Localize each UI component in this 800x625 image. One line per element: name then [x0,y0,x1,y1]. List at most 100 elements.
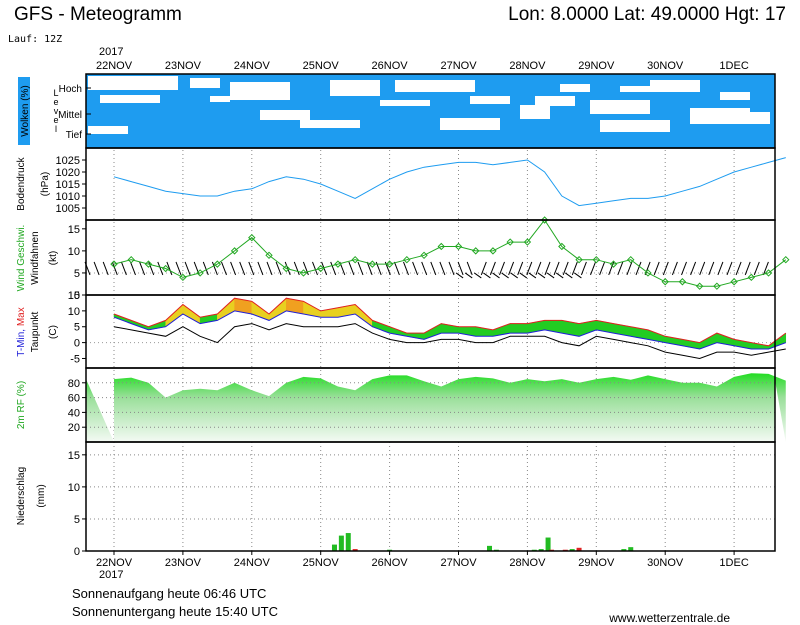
wind-barb [546,272,555,279]
wind-barb [653,261,660,276]
cloud-clear-patch [230,82,290,100]
wind-barb [735,261,742,276]
day-label-top: 22NOV [96,60,133,72]
wind-unit-label-text: (kt) [48,251,59,265]
wind-marker [351,255,359,264]
wind-barb [553,261,560,276]
wind-barb [517,261,524,276]
wind-barb [474,272,482,279]
wind-barb [483,272,491,279]
wind-barb [421,261,428,276]
precip-bar [569,549,575,551]
wind-barb [266,261,273,276]
cloud-level-tief: Tief [66,130,83,141]
precip-bar [538,549,544,551]
cloud-clear-patch [470,96,510,104]
wind-barb [193,261,200,276]
wind-tick-label: 5 [74,268,80,280]
wind-barb [366,261,373,276]
wind-barb [275,261,282,276]
wind-marker [782,255,790,264]
wind-barb [448,261,455,276]
cloud-clear-patch [740,112,770,124]
cloud-clear-patch [300,120,360,128]
precip-unit-label-text: (mm) [36,484,47,507]
wind-barb [139,261,146,276]
sunset-text: Sonnenuntergang heute 15:40 UTC [72,604,278,619]
pressure-tick-label: 1015 [56,179,80,191]
wind-barb [708,261,715,276]
day-label-top: 24NOV [234,60,271,72]
cloud-level-letter: l [55,124,57,134]
year-label-bottom: 2017 [99,569,123,581]
wind-barb [430,261,437,276]
wind-barb [157,261,164,276]
day-label-top: 29NOV [578,60,615,72]
precip-bar [628,547,634,551]
day-label-bottom: 28NOV [509,557,546,569]
cloud-level-letter: v [54,106,59,116]
cloud-clear-patch [88,126,128,134]
day-label-bottom: 23NOV [165,557,202,569]
wind-barb [211,261,218,276]
wind-marker [144,260,153,268]
precip-tick-label: 0 [74,546,80,558]
temp-max-line [113,297,787,347]
wind-marker [592,255,601,264]
wind-barb [699,261,706,276]
precip-panel-frame [85,441,776,552]
day-label-bottom: 26NOV [372,557,409,569]
wind-marker [316,264,325,273]
wind-barb [357,261,364,276]
temp-axis-label-text: T-Min, Max [16,307,27,356]
chart-title: GFS - Meteogramm [14,4,182,25]
wind-marker [489,247,497,255]
wind-barb [501,272,509,279]
wind-marker [764,269,773,277]
dewpoint-axis-label: Taupunkt [30,311,41,352]
wind-barb [681,261,687,276]
wind-marker [747,273,756,282]
temp-unit-label-text: (C) [48,325,59,339]
wind-tick-label: 0 [74,290,80,302]
day-label-bottom: 25NOV [303,557,340,569]
sunrise-text: Sonnenaufgang heute 06:46 UTC [72,586,266,601]
pressure-axis-label: Bodendruck [16,156,27,210]
wind-barb [348,261,355,276]
wind-barb [202,261,209,276]
cloud-clear-patch [600,120,670,132]
precip-bar [576,547,582,551]
clouds-axis-label: Wolken (%) [18,77,31,145]
wind-marker [472,247,480,255]
wind-barb [510,272,518,279]
wind-barb [239,261,246,276]
wind-barb [466,261,473,276]
humidity-axis-label-text: 2m RF (%) [16,381,27,429]
cloud-clear-patch [720,92,750,100]
precip-bar [338,535,344,551]
wind-barb [717,261,724,276]
cloud-level-letter: L [53,88,58,98]
wind-marker [127,255,135,264]
day-label-top: 23NOV [165,60,202,72]
day-label-top: 30NOV [647,60,684,72]
wind-barb [412,261,419,276]
pressure-tick-label: 1010 [56,191,80,203]
precip-unit-label: (mm) [36,484,47,507]
wind-barb [519,272,528,279]
wind-barb [644,261,651,276]
wind-speed-line [113,219,787,287]
wind-barb [166,261,173,276]
wind-barb [130,261,136,276]
precip-bar [545,537,551,551]
wind-barb [571,261,578,276]
wind-marker [403,255,411,264]
wind-barb [221,261,227,276]
wind-barb [230,261,237,276]
day-label-bottom: 1DEC [719,557,748,569]
wind-marker [575,255,583,264]
cloud-clear-patch [590,100,650,114]
wind-marker [506,238,514,246]
wind-marker [196,269,204,277]
wind-axis-label: Wind Geschwi. [16,225,27,292]
